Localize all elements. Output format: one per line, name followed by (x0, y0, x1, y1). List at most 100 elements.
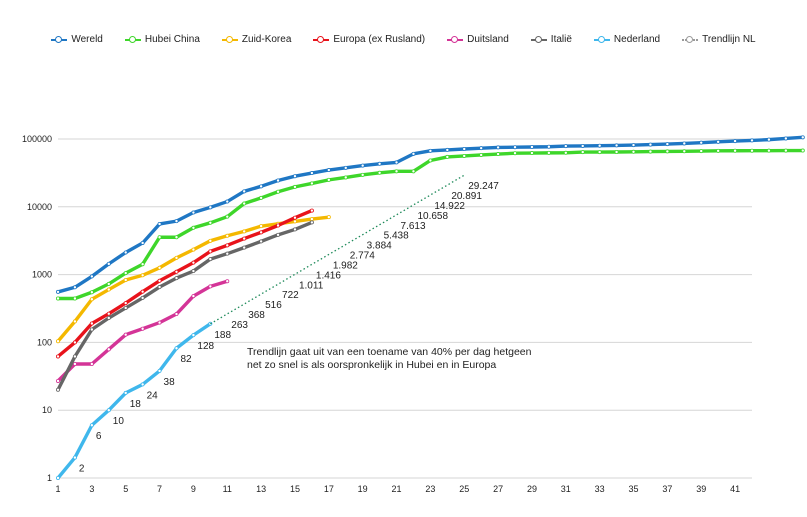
data-point (106, 316, 111, 321)
data-point (56, 339, 61, 344)
data-point (140, 382, 145, 387)
data-point (614, 150, 619, 155)
data-point (140, 240, 145, 245)
data-point (326, 177, 331, 182)
data-point (326, 215, 331, 220)
data-point (309, 217, 314, 222)
data-point (360, 163, 365, 168)
data-point (72, 362, 77, 367)
data-point (208, 220, 213, 225)
nederland-data-label: 82 (180, 354, 192, 365)
x-tick-label: 41 (730, 484, 740, 494)
data-point (174, 276, 179, 281)
trendline-label: 722 (282, 290, 299, 301)
data-point (445, 154, 450, 159)
series-line-zuid-korea (56, 215, 331, 343)
data-point (72, 285, 77, 290)
trendline-label: 14.922 (434, 201, 465, 212)
data-point (360, 172, 365, 177)
x-tick-label: 9 (191, 484, 196, 494)
x-tick-label: 1 (55, 484, 60, 494)
data-point (191, 294, 196, 299)
data-point (89, 423, 94, 428)
data-point (56, 354, 61, 359)
data-point (157, 368, 162, 373)
data-point (546, 150, 551, 155)
trendline-label: 1.982 (333, 260, 358, 271)
data-point (276, 232, 281, 237)
data-point (225, 233, 230, 238)
data-point (631, 149, 636, 154)
data-point (72, 296, 77, 301)
data-point (750, 148, 755, 153)
chart-legend: Wereld Hubei China Zuid-Korea Europa (ex Ru… (0, 34, 807, 45)
data-point (123, 390, 128, 395)
trendline-annotation: Trendlijn gaat uit van een toename van 4… (247, 346, 547, 372)
data-point (208, 249, 213, 254)
data-point (259, 224, 264, 229)
data-point (242, 245, 247, 250)
data-point (242, 201, 247, 206)
data-point (140, 295, 145, 300)
x-tick-label: 25 (459, 484, 469, 494)
nederland-data-label: 10 (113, 416, 125, 427)
legend-item: Europa (ex Rusland) (313, 34, 425, 45)
legend-item: Duitsland (447, 34, 509, 45)
data-point (377, 170, 382, 175)
data-point (699, 140, 704, 145)
data-point (292, 215, 297, 220)
data-point (665, 149, 670, 154)
data-point (394, 160, 399, 165)
legend-swatch (124, 35, 141, 45)
data-point (106, 311, 111, 316)
data-point (529, 151, 534, 156)
data-point (123, 301, 128, 306)
data-point (56, 387, 61, 392)
data-point (377, 161, 382, 166)
data-point (123, 250, 128, 255)
data-point (72, 319, 77, 324)
x-tick-label: 33 (595, 484, 605, 494)
legend-item: Nederland (593, 34, 660, 45)
data-point (800, 135, 805, 140)
data-point (56, 289, 61, 294)
y-tick-label: 100000 (22, 134, 52, 144)
legend-item: Wereld (51, 34, 103, 45)
data-point (174, 255, 179, 260)
data-point (428, 148, 433, 153)
nederland-data-label: 2 (79, 464, 85, 475)
legend-swatch (530, 35, 547, 45)
data-point (682, 141, 687, 146)
data-point (89, 327, 94, 332)
data-point (123, 305, 128, 310)
data-point (72, 354, 77, 359)
y-tick-label: 100 (37, 337, 52, 347)
data-point (513, 151, 518, 156)
y-tick-label: 1 (47, 473, 52, 483)
data-point (766, 137, 771, 142)
nederland-data-label: 24 (147, 390, 159, 401)
trendline-label: 2.774 (350, 251, 375, 262)
data-point (292, 184, 297, 189)
data-point (276, 178, 281, 183)
data-point (157, 278, 162, 283)
legend-label: Duitsland (467, 34, 509, 45)
legend-item: Hubei China (124, 34, 200, 45)
data-point (259, 239, 264, 244)
nederland-data-label: 6 (96, 431, 102, 442)
trendline-label: 368 (248, 310, 265, 321)
trendline-label: 516 (265, 300, 282, 311)
trendline-label: 10.658 (417, 211, 448, 222)
data-point (716, 139, 721, 144)
data-point (123, 277, 128, 282)
legend-swatch (682, 35, 699, 45)
data-point (259, 184, 264, 189)
data-point (292, 227, 297, 232)
data-point (580, 143, 585, 148)
data-point (174, 235, 179, 240)
data-point (631, 143, 636, 148)
trendline-label: 263 (231, 320, 248, 331)
data-point (208, 205, 213, 210)
data-point (106, 261, 111, 266)
data-point (208, 284, 213, 289)
